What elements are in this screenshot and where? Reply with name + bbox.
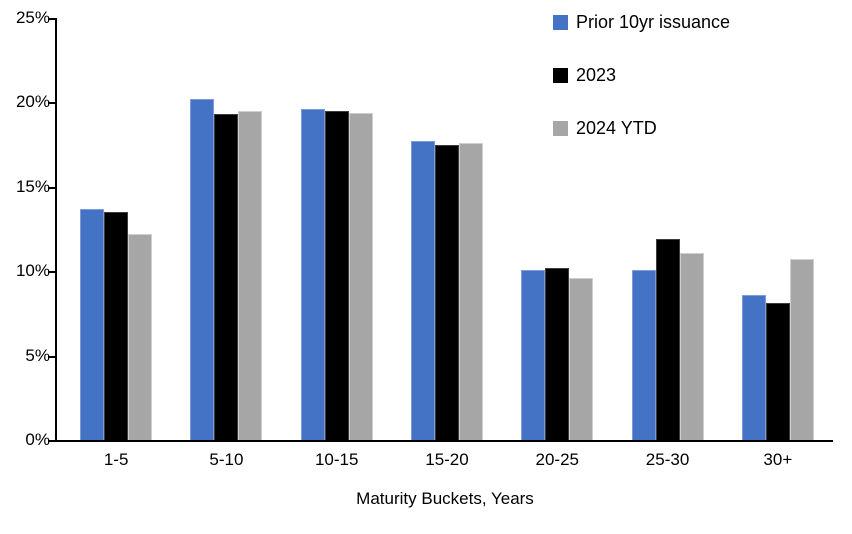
bar-1-5-2023 [104, 212, 129, 440]
x-axis-line [48, 440, 833, 442]
bar-group-15-20 [410, 18, 483, 440]
bar-5-10-2023 [214, 114, 239, 440]
legend-label: 2024 YTD [576, 118, 657, 138]
legend-swatch-icon [553, 68, 568, 83]
legend-item-2023: 2023 [553, 65, 730, 86]
x-axis-label-25-30: 25-30 [645, 450, 690, 469]
bar-15-20-prior-10yr-issuance [410, 141, 435, 440]
bar-30+-2023 [765, 303, 790, 440]
bar-1-5-prior-10yr-issuance [80, 208, 105, 440]
bar-20-25-2024-ytd [569, 277, 594, 440]
bar-20-25-2023 [545, 267, 570, 440]
legend-label: 2023 [576, 65, 617, 85]
legend-item-2024-ytd: 2024 YTD [553, 118, 730, 139]
y-axis-tick [48, 102, 55, 105]
legend-swatch-icon [553, 121, 568, 136]
bar-groups [61, 18, 833, 440]
bar-30+-2024-ytd [789, 259, 814, 440]
x-axis-label-15-20: 15-20 [425, 450, 469, 469]
y-axis-tick [48, 186, 55, 189]
bar-25-30-prior-10yr-issuance [631, 269, 656, 440]
bar-10-15-prior-10yr-issuance [300, 109, 325, 440]
y-axis-line [55, 18, 57, 440]
y-axis-tick [48, 18, 55, 20]
bar-5-10-prior-10yr-issuance [190, 99, 215, 440]
bar-group-30+ [741, 18, 814, 440]
legend-item-prior-10yr-issuance: Prior 10yr issuance [553, 12, 730, 33]
bar-15-20-2024-ytd [458, 142, 483, 440]
bar-20-25-prior-10yr-issuance [521, 269, 546, 440]
legend-label: Prior 10yr issuance [576, 12, 731, 32]
legend-swatch-icon [553, 15, 568, 30]
bar-5-10-2024-ytd [238, 110, 263, 440]
x-axis-title: Maturity Buckets, Years [356, 489, 534, 508]
bar-group-5-10 [190, 18, 263, 440]
y-axis-tick [48, 271, 55, 274]
bar-25-30-2023 [655, 239, 680, 440]
bar-1-5-2024-ytd [128, 234, 153, 440]
bar-25-30-2024-ytd [679, 252, 704, 440]
bar-group-25-30 [631, 18, 704, 440]
bar-10-15-2024-ytd [348, 112, 373, 440]
bar-group-1-5 [80, 18, 153, 440]
bar-10-15-2023 [324, 110, 349, 440]
bar-group-10-15 [300, 18, 373, 440]
y-axis-tick-label: 20% [15, 92, 50, 112]
bar-30+-prior-10yr-issuance [741, 294, 766, 440]
x-axis-labels: 1-5 5-10 10-15 15-20 20-25 25-30 30+ [61, 450, 833, 470]
y-axis-tick-label: 0% [25, 430, 50, 449]
y-axis-tick [48, 355, 55, 358]
x-axis-label-1-5: 1-5 [103, 450, 129, 469]
bar-group-20-25 [521, 18, 594, 440]
x-axis-label-5-10: 5-10 [209, 450, 244, 469]
bar-15-20-2023 [434, 144, 459, 440]
y-axis-tick-label: 25% [15, 8, 50, 27]
x-axis-label-30+: 30+ [763, 450, 793, 469]
y-axis-tick-label: 10% [15, 261, 50, 281]
x-axis-label-10-15: 10-15 [314, 450, 359, 469]
y-axis-tick-label: 5% [25, 345, 50, 365]
plot-area [48, 18, 833, 442]
x-axis-label-20-25: 20-25 [535, 450, 579, 469]
y-axis-tick-label: 15% [15, 176, 50, 196]
legend: Prior 10yr issuance 2023 2024 YTD [553, 12, 730, 171]
